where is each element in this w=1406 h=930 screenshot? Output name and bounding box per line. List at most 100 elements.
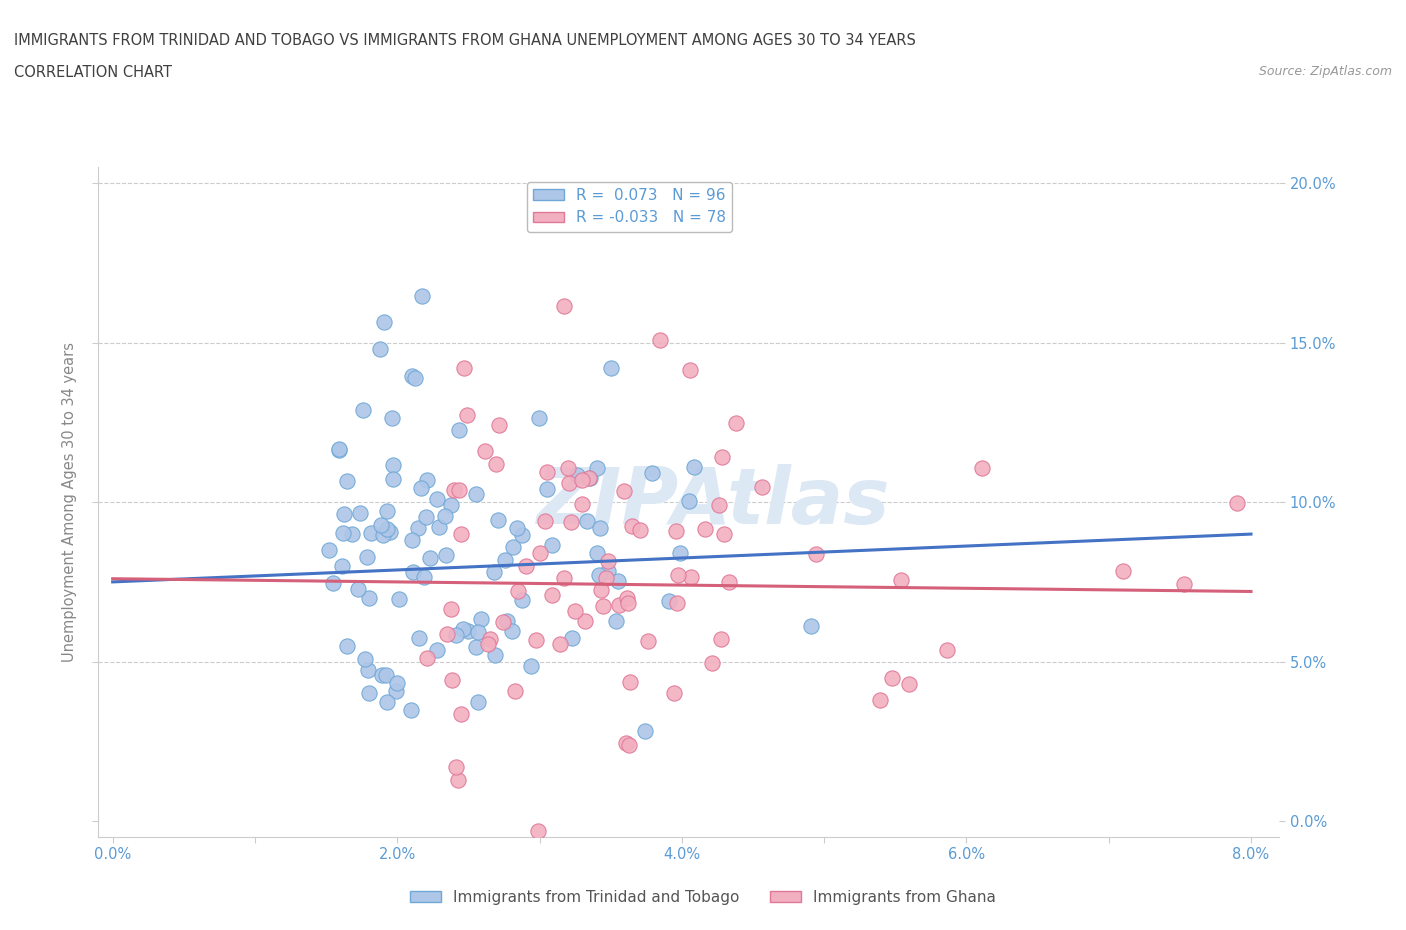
Point [375, 668, 398, 683]
Point [804, 547, 827, 562]
Point [449, 483, 471, 498]
Point [318, 542, 340, 557]
Point [576, 513, 599, 528]
Legend: Immigrants from Trinidad and Tobago, Immigrants from Ghana: Immigrants from Trinidad and Tobago, Imm… [404, 884, 1002, 911]
Point [578, 471, 600, 485]
Point [436, 627, 458, 642]
Point [595, 570, 617, 585]
Point [434, 509, 457, 524]
Point [515, 559, 537, 574]
Point [1111, 564, 1133, 578]
Point [346, 581, 368, 596]
Point [619, 737, 641, 752]
Point [381, 472, 404, 486]
Point [561, 631, 583, 645]
Point [406, 521, 429, 536]
Point [574, 614, 596, 629]
Point [360, 525, 382, 540]
Point [880, 671, 903, 685]
Point [565, 468, 588, 483]
Point [560, 515, 582, 530]
Point [666, 596, 689, 611]
Point [370, 517, 392, 532]
Legend: R =  0.073   N = 96, R = -0.033   N = 78: R = 0.073 N = 96, R = -0.033 N = 78 [527, 181, 733, 232]
Text: Source: ZipAtlas.com: Source: ZipAtlas.com [1258, 65, 1392, 78]
Point [356, 550, 378, 565]
Point [588, 520, 610, 535]
Point [571, 472, 593, 487]
Point [408, 631, 430, 645]
Point [413, 570, 436, 585]
Point [382, 458, 405, 472]
Point [384, 684, 406, 698]
Point [548, 636, 571, 651]
Point [596, 564, 619, 578]
Point [486, 512, 509, 527]
Point [467, 695, 489, 710]
Point [381, 411, 404, 426]
Point [751, 480, 773, 495]
Point [474, 443, 496, 458]
Point [336, 473, 359, 488]
Point [485, 457, 508, 472]
Point [508, 584, 530, 599]
Point [614, 736, 637, 751]
Point [557, 460, 579, 475]
Point [450, 527, 472, 542]
Point [553, 299, 575, 313]
Point [613, 484, 636, 498]
Point [506, 521, 529, 536]
Point [415, 650, 437, 665]
Point [713, 526, 735, 541]
Point [505, 684, 527, 698]
Point [333, 506, 356, 521]
Point [599, 361, 621, 376]
Point [596, 553, 619, 568]
Point [936, 643, 959, 658]
Point [440, 602, 463, 617]
Point [416, 472, 439, 487]
Point [484, 648, 506, 663]
Point [541, 538, 564, 552]
Point [540, 588, 562, 603]
Point [409, 481, 432, 496]
Point [387, 675, 409, 690]
Point [510, 592, 533, 607]
Point [527, 410, 550, 425]
Point [1173, 577, 1195, 591]
Point [619, 675, 641, 690]
Point [322, 576, 344, 591]
Point [426, 492, 449, 507]
Point [616, 591, 638, 605]
Point [524, 632, 547, 647]
Point [592, 598, 614, 613]
Point [494, 552, 516, 567]
Point [427, 520, 450, 535]
Point [564, 604, 586, 618]
Point [502, 539, 524, 554]
Point [457, 623, 479, 638]
Point [607, 574, 630, 589]
Point [443, 483, 465, 498]
Point [340, 526, 363, 541]
Point [434, 547, 457, 562]
Point [375, 504, 398, 519]
Point [586, 545, 609, 560]
Point [357, 662, 380, 677]
Y-axis label: Unemployment Among Ages 30 to 34 years: Unemployment Among Ages 30 to 34 years [62, 342, 77, 662]
Point [800, 618, 823, 633]
Point [375, 695, 398, 710]
Point [695, 521, 717, 536]
Point [482, 565, 505, 579]
Point [621, 518, 644, 533]
Point [707, 498, 730, 512]
Point [681, 569, 703, 584]
Point [553, 571, 575, 586]
Point [446, 760, 468, 775]
Point [585, 460, 607, 475]
Point [634, 724, 657, 738]
Point [478, 631, 501, 646]
Point [536, 481, 558, 496]
Point [519, 658, 541, 673]
Point [402, 565, 425, 579]
